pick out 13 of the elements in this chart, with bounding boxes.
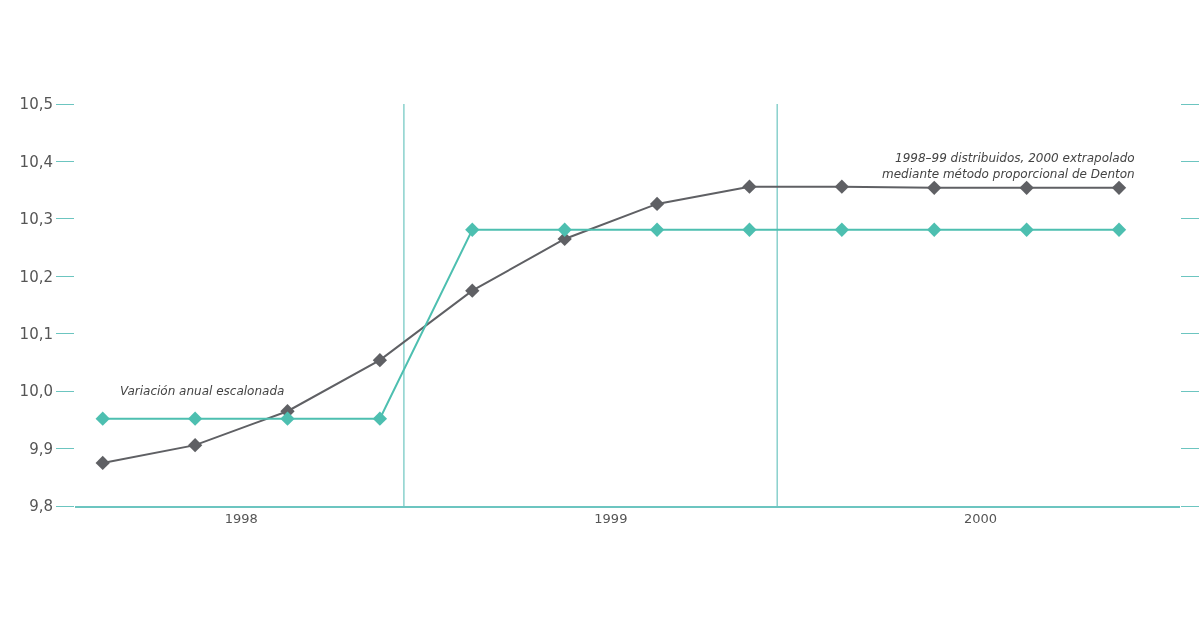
y-tick-label: 10,2	[19, 267, 53, 286]
y-tick-label: 10,1	[19, 324, 53, 343]
annotation: 1998–99 distribuidos, 2000 extrapolado mediante método proporcional de Denton	[882, 151, 1135, 181]
y-tick-label: 10,5	[19, 95, 53, 114]
y-tick-label: 10,4	[19, 152, 53, 171]
x-tick-label: 1999	[594, 511, 628, 527]
x-tick-label: 2000	[963, 511, 997, 527]
y-tick-label: 10,0	[19, 382, 53, 401]
y-tick-label: 9,9	[29, 439, 53, 458]
y-tick-label: 10,3	[19, 210, 53, 229]
x-tick-label: 1998	[224, 511, 258, 527]
annotation: Variación anual escalonada	[120, 384, 285, 398]
y-tick-label: 9,8	[29, 497, 53, 516]
